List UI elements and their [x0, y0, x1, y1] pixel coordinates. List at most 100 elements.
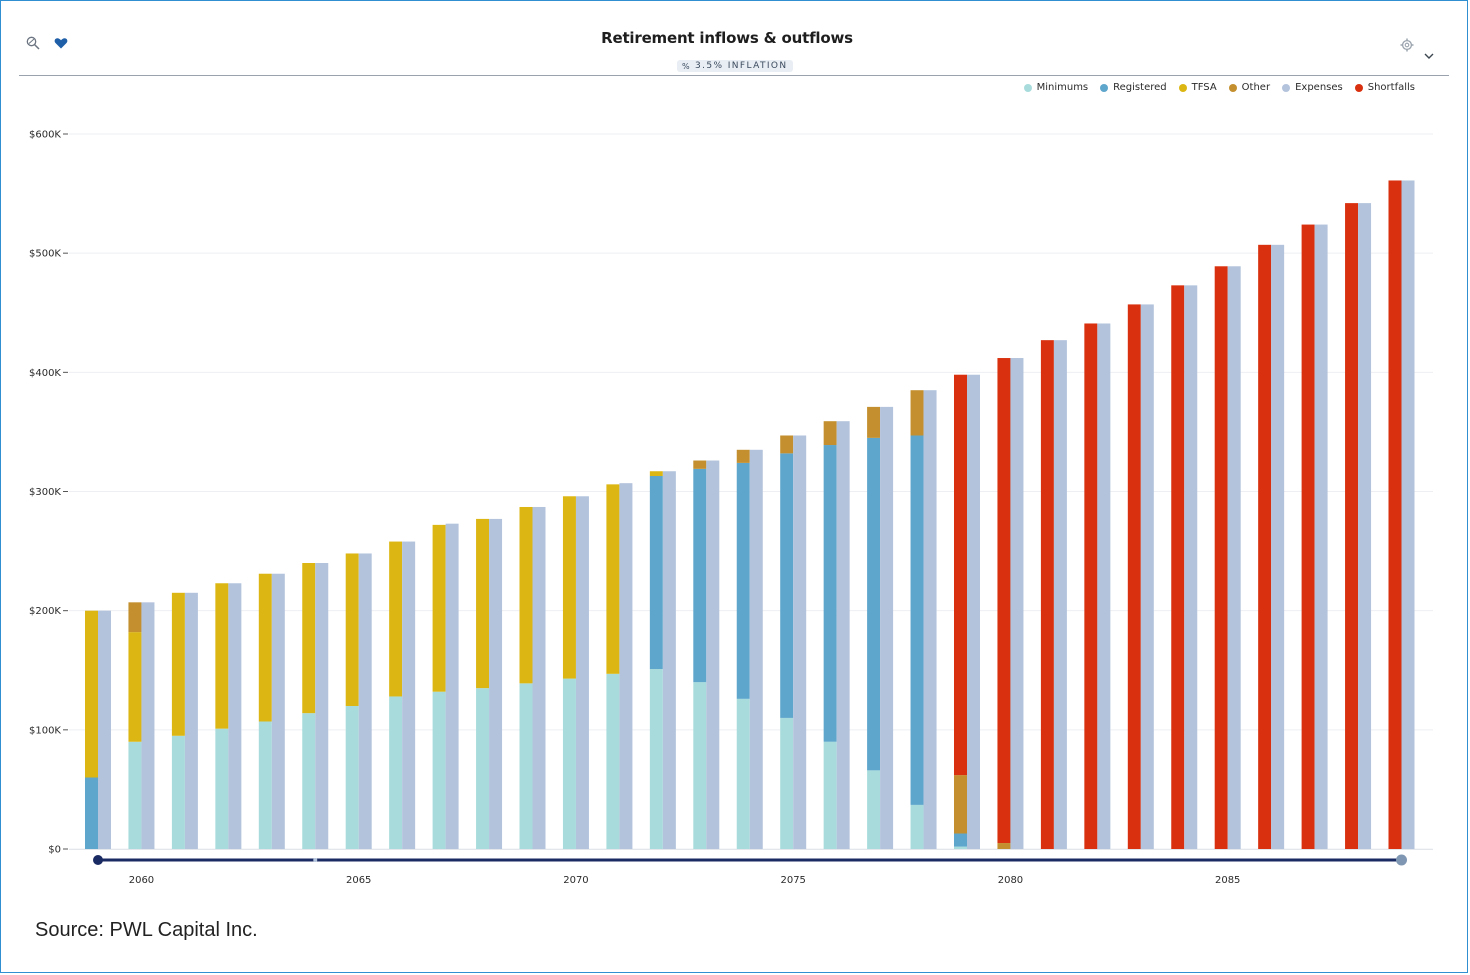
- bar-minimums-2077[interactable]: [867, 770, 881, 849]
- bar-other-2074[interactable]: [736, 449, 750, 463]
- bar-registered-2077[interactable]: [867, 437, 881, 771]
- bar-expenses-2070[interactable]: [575, 496, 589, 849]
- bar-expenses-2072[interactable]: [662, 471, 676, 849]
- bar-expenses-2087[interactable]: [1314, 224, 1328, 850]
- bar-registered-2072[interactable]: [649, 476, 663, 670]
- legend-item-expenses[interactable]: Expenses: [1282, 82, 1343, 93]
- bar-shortfalls-2088[interactable]: [1345, 203, 1359, 849]
- bar-expenses-2080[interactable]: [1010, 358, 1024, 849]
- bar-minimums-2061[interactable]: [171, 735, 185, 849]
- bar-tfsa-2060[interactable]: [128, 632, 142, 742]
- zoom-icon[interactable]: [25, 35, 41, 51]
- legend-item-minimums[interactable]: Minimums: [1023, 82, 1088, 93]
- bar-minimums-2060[interactable]: [128, 741, 142, 849]
- bar-shortfalls-2079[interactable]: [954, 374, 967, 776]
- bar-minimums-2075[interactable]: [780, 717, 794, 849]
- bar-expenses-2073[interactable]: [706, 460, 720, 849]
- bar-tfsa-2070[interactable]: [562, 496, 576, 679]
- legend-item-registered[interactable]: Registered: [1100, 82, 1167, 93]
- bar-tfsa-2065[interactable]: [345, 553, 359, 706]
- bar-expenses-2061[interactable]: [184, 592, 198, 849]
- bar-minimums-2076[interactable]: [823, 741, 837, 849]
- bar-expenses-2060[interactable]: [141, 602, 155, 849]
- bar-minimums-2067[interactable]: [432, 691, 446, 849]
- bar-shortfalls-2086[interactable]: [1258, 244, 1272, 849]
- bar-minimums-2066[interactable]: [389, 696, 403, 849]
- bar-other-2077[interactable]: [867, 406, 881, 438]
- bar-tfsa-2071[interactable]: [606, 484, 620, 674]
- bar-minimums-2072[interactable]: [649, 669, 663, 849]
- bar-tfsa-2066[interactable]: [389, 541, 403, 697]
- bar-expenses-2089[interactable]: [1401, 180, 1415, 850]
- bar-shortfalls-2080[interactable]: [997, 358, 1011, 844]
- bar-shortfalls-2081[interactable]: [1040, 340, 1054, 849]
- bar-other-2075[interactable]: [780, 435, 794, 454]
- bar-shortfalls-2089[interactable]: [1388, 180, 1402, 850]
- legend-item-shortfalls[interactable]: Shortfalls: [1354, 82, 1415, 93]
- bar-expenses-2075[interactable]: [793, 435, 807, 849]
- bar-minimums-2065[interactable]: [345, 706, 359, 849]
- bar-expenses-2079[interactable]: [967, 374, 980, 849]
- bar-expenses-2062[interactable]: [228, 583, 242, 849]
- bar-shortfalls-2084[interactable]: [1171, 285, 1185, 849]
- bar-tfsa-2063[interactable]: [258, 573, 272, 722]
- chevron-down-icon[interactable]: [1423, 49, 1435, 67]
- bar-expenses-2063[interactable]: [271, 573, 285, 849]
- bar-other-2078[interactable]: [910, 390, 924, 436]
- bar-tfsa-2067[interactable]: [432, 524, 446, 692]
- bar-minimums-2069[interactable]: [519, 683, 533, 849]
- bar-minimums-2064[interactable]: [302, 713, 316, 849]
- bar-expenses-2069[interactable]: [532, 506, 546, 849]
- bar-other-2073[interactable]: [693, 460, 707, 469]
- bar-other-2076[interactable]: [823, 421, 837, 446]
- bar-expenses-2084[interactable]: [1184, 285, 1198, 849]
- bar-minimums-2068[interactable]: [476, 688, 490, 849]
- bar-minimums-2074[interactable]: [736, 698, 750, 849]
- bar-registered-2078[interactable]: [910, 435, 924, 805]
- bar-tfsa-2064[interactable]: [302, 563, 316, 714]
- bar-shortfalls-2083[interactable]: [1127, 304, 1141, 849]
- range-slider-end-handle[interactable]: [1396, 854, 1407, 866]
- bar-minimums-2062[interactable]: [215, 728, 229, 849]
- settings-icon[interactable]: [1399, 37, 1415, 53]
- bar-expenses-2059[interactable]: [98, 610, 111, 849]
- bar-other-2079[interactable]: [954, 775, 967, 834]
- bar-minimums-2078[interactable]: [910, 804, 924, 849]
- bar-registered-2073[interactable]: [693, 468, 707, 683]
- bar-expenses-2086[interactable]: [1271, 244, 1285, 849]
- bar-tfsa-2069[interactable]: [519, 506, 533, 684]
- bar-expenses-2065[interactable]: [358, 553, 372, 849]
- bar-tfsa-2068[interactable]: [476, 518, 490, 689]
- bar-expenses-2082[interactable]: [1097, 323, 1111, 850]
- bar-expenses-2066[interactable]: [402, 541, 416, 849]
- bar-expenses-2068[interactable]: [489, 518, 503, 849]
- bar-tfsa-2062[interactable]: [215, 583, 229, 729]
- bar-minimums-2073[interactable]: [693, 682, 707, 849]
- bar-expenses-2067[interactable]: [445, 523, 459, 849]
- bar-registered-2074[interactable]: [736, 462, 750, 699]
- bar-expenses-2076[interactable]: [836, 421, 850, 849]
- bar-expenses-2083[interactable]: [1140, 304, 1154, 849]
- bar-expenses-2081[interactable]: [1053, 340, 1067, 849]
- legend-item-other[interactable]: Other: [1228, 82, 1270, 93]
- bar-other-2080[interactable]: [997, 843, 1011, 849]
- bar-registered-2075[interactable]: [780, 453, 794, 718]
- bar-shortfalls-2087[interactable]: [1301, 224, 1315, 850]
- range-slider-start-handle[interactable]: [93, 855, 103, 865]
- bar-minimums-2079[interactable]: [954, 846, 967, 849]
- bar-expenses-2078[interactable]: [923, 390, 937, 849]
- bar-expenses-2064[interactable]: [315, 563, 329, 849]
- bar-minimums-2070[interactable]: [562, 678, 576, 849]
- bar-shortfalls-2082[interactable]: [1084, 323, 1098, 850]
- bar-expenses-2074[interactable]: [749, 449, 763, 849]
- bar-registered-2079[interactable]: [954, 833, 967, 847]
- bar-expenses-2071[interactable]: [619, 483, 633, 849]
- bar-registered-2076[interactable]: [823, 445, 837, 742]
- bar-other-2060[interactable]: [128, 602, 142, 633]
- bar-expenses-2085[interactable]: [1227, 266, 1241, 849]
- bar-registered-2059[interactable]: [85, 777, 98, 850]
- bar-shortfalls-2085[interactable]: [1214, 266, 1228, 849]
- legend-item-tfsa[interactable]: TFSA: [1178, 82, 1217, 93]
- bar-tfsa-2061[interactable]: [171, 592, 185, 736]
- bar-minimums-2063[interactable]: [258, 721, 272, 849]
